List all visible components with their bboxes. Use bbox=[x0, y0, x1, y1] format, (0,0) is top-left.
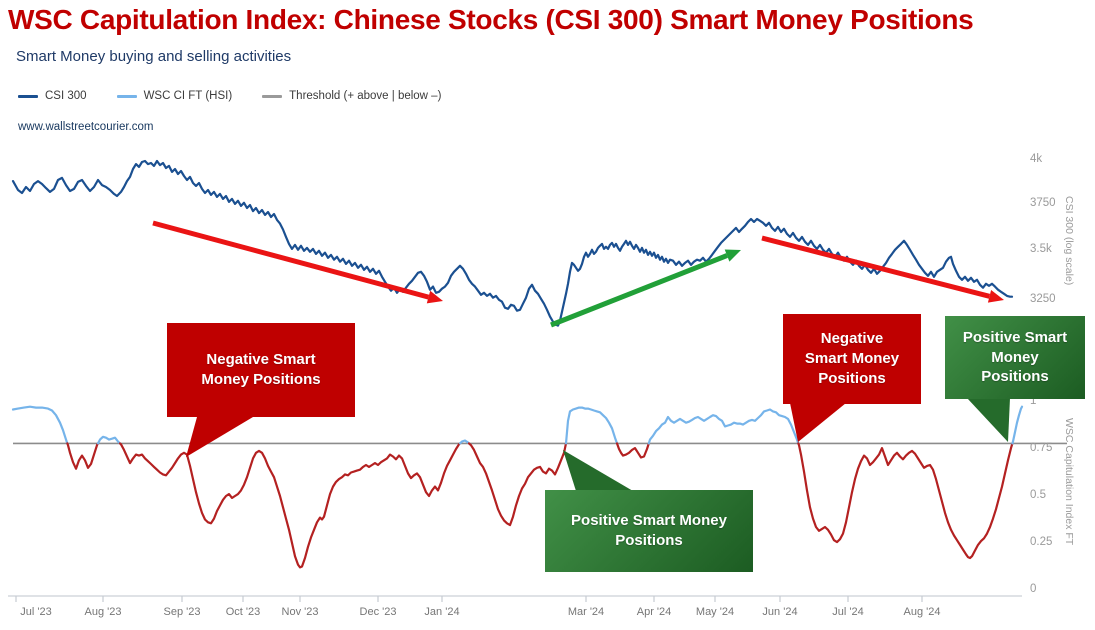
uptrend-arrow bbox=[550, 253, 728, 328]
y-tick-label: 3.5k bbox=[1030, 243, 1052, 256]
callout-negative-smart-money-1: Negative Smart Money Positions bbox=[167, 323, 355, 417]
x-tick-label: Oct '23 bbox=[225, 606, 261, 618]
wsc-line-below-threshold bbox=[66, 442, 100, 470]
y-tick-label: 3250 bbox=[1030, 293, 1056, 305]
callout-text-line: Negative Smart bbox=[206, 351, 316, 369]
wsc-line-below-threshold bbox=[615, 442, 650, 459]
wsc-line-below-threshold bbox=[467, 442, 568, 527]
y-tick-label: 3750 bbox=[1030, 196, 1056, 209]
callout-text-line: Positions bbox=[981, 368, 1049, 386]
x-tick-label: Aug '23 bbox=[84, 606, 122, 618]
y-tick-label: 0 bbox=[1030, 583, 1037, 595]
uptrend-arrow-head bbox=[724, 249, 741, 262]
wsc-line-above-threshold bbox=[564, 406, 619, 445]
wsc-line-above-threshold bbox=[11, 405, 69, 445]
page-subtitle: Smart Money buying and selling activitie… bbox=[16, 48, 292, 65]
callout-text-line: Positions bbox=[615, 532, 683, 549]
y-tick-label: 0.5 bbox=[1030, 489, 1046, 501]
x-tick-label: Apr '24 bbox=[636, 606, 672, 618]
legend-label: Threshold (+ above | below –) bbox=[289, 90, 442, 102]
y-tick-label: 4k bbox=[1030, 153, 1043, 165]
legend-item-wsc: WSC CI FT (HSI) bbox=[116, 90, 233, 102]
x-tick-label: May '24 bbox=[695, 606, 735, 618]
wsc-line-above-threshold bbox=[1011, 405, 1024, 445]
y-tick-label: 1 bbox=[1030, 395, 1037, 407]
legend-item-csi300: CSI 300 bbox=[18, 90, 87, 102]
x-tick-label: Dec '23 bbox=[359, 606, 397, 618]
legend: CSI 300 WSC CI FT (HSI) Threshold (+ abo… bbox=[18, 90, 441, 102]
wsc-line-swatch bbox=[116, 94, 137, 98]
x-tick-label: Jul '24 bbox=[832, 606, 864, 618]
legend-label: WSC CI FT (HSI) bbox=[143, 90, 233, 102]
callout-text-line: Smart Money bbox=[804, 350, 900, 368]
positive-right-tail bbox=[967, 398, 1010, 442]
wsc-line-above-threshold bbox=[96, 435, 122, 445]
callout-text-line: Positive Smart bbox=[962, 328, 1068, 346]
page-title: WSC Capitulation Index: Chinese Stocks (… bbox=[8, 4, 974, 35]
x-tick-label: Mar '24 bbox=[567, 606, 605, 618]
downtrend-arrow-2 bbox=[761, 235, 991, 299]
downtrend-arrow-1-head bbox=[426, 290, 443, 304]
wsc-line-above-threshold bbox=[647, 408, 800, 445]
y-tick-label: 0.75 bbox=[1030, 442, 1053, 454]
csi300-line-swatch bbox=[18, 94, 38, 98]
x-tick-label: Sep '23 bbox=[163, 606, 201, 618]
csi300-axis-title: CSI 300 (log scale) bbox=[1063, 196, 1075, 286]
downtrend-arrow-1 bbox=[152, 220, 430, 300]
callout-text-line: Money Positions bbox=[201, 371, 321, 388]
positive-mid-tail bbox=[563, 450, 633, 491]
x-tick-label: Aug '24 bbox=[903, 606, 941, 618]
callout-positive-smart-money-mid: Positive Smart Money Positions bbox=[545, 490, 753, 572]
callout-text-line: Negative bbox=[820, 330, 884, 348]
wsc-line-below-threshold bbox=[118, 442, 462, 569]
legend-item-threshold: Threshold (+ above | below –) bbox=[262, 90, 441, 102]
callout-text-line: Positions bbox=[818, 369, 886, 387]
threshold-line-swatch bbox=[262, 94, 283, 98]
x-tick-label: Jul '23 bbox=[20, 606, 52, 618]
wsc-axis-title: WSC Capitulation Index FT bbox=[1063, 418, 1075, 546]
negative-1-tail bbox=[186, 417, 253, 457]
csi300-line bbox=[11, 159, 1014, 327]
negative-2-tail bbox=[790, 403, 846, 442]
x-tick-label: Jun '24 bbox=[762, 606, 798, 618]
callout-text-line: Money bbox=[991, 348, 1039, 366]
callout-negative-smart-money-2: Negative Smart Money Positions bbox=[783, 314, 921, 404]
legend-label: CSI 300 bbox=[45, 90, 87, 102]
x-tick-label: Jan '24 bbox=[424, 606, 460, 618]
callout-text-line: Positive Smart Money bbox=[571, 512, 727, 530]
downtrend-arrow-2-head bbox=[987, 290, 1004, 303]
x-tick-label: Nov '23 bbox=[281, 606, 319, 618]
callout-positive-smart-money-right: Positive Smart Money Positions bbox=[945, 316, 1085, 399]
source-url: www.wallstreetcourier.com bbox=[18, 121, 154, 133]
y-tick-label: 0.25 bbox=[1030, 536, 1053, 548]
wsc-line-below-threshold bbox=[797, 442, 1014, 560]
